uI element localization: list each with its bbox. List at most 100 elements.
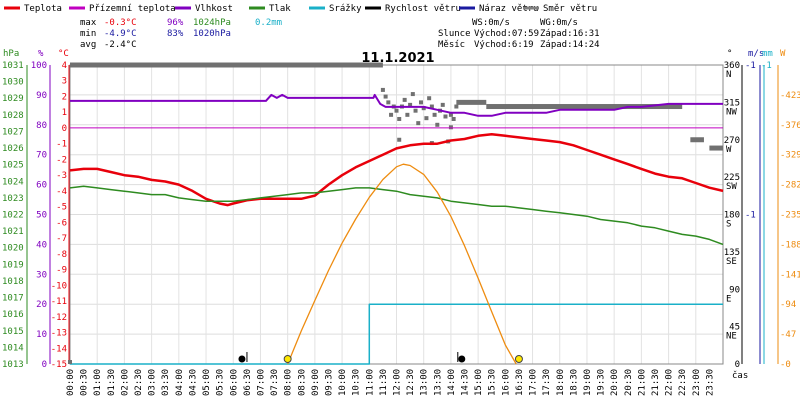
tick-label-direction: 0 bbox=[735, 360, 740, 370]
wind-direction-point bbox=[413, 108, 418, 113]
sun-set: Západ:16:31 bbox=[540, 29, 600, 39]
tick-label-time: 09:00 bbox=[311, 369, 321, 396]
tick-label-solar: -188 bbox=[780, 240, 800, 250]
tick-label-time: 18:00 bbox=[556, 369, 566, 396]
wind-direction-point bbox=[383, 94, 388, 99]
tick-label-time: 20:00 bbox=[610, 369, 620, 396]
wind-direction-point bbox=[427, 96, 432, 101]
tick-label-direction-name: NE bbox=[726, 332, 737, 342]
tick-label-time: 20:30 bbox=[624, 369, 634, 396]
stats-max-press: 1024hPa bbox=[193, 18, 231, 28]
unit-solar: W bbox=[780, 49, 786, 59]
tick-label-time: 04:00 bbox=[175, 369, 185, 396]
sun-set-marker bbox=[514, 355, 523, 363]
tick-label-direction: 180 bbox=[724, 211, 740, 221]
plot-area bbox=[68, 62, 724, 365]
wind-direction-point bbox=[448, 112, 453, 117]
wind-direction-bar bbox=[456, 99, 487, 105]
tick-label-pressure: 1023 bbox=[2, 194, 24, 204]
wind-direction-point bbox=[397, 116, 402, 121]
tick-label-pressure: 1013 bbox=[2, 360, 24, 370]
chart-title: 11.1.2021 bbox=[361, 51, 434, 66]
wind-direction-point bbox=[418, 100, 423, 105]
tick-label-time: 08:30 bbox=[297, 369, 307, 396]
tick-label-temperature: -1 bbox=[56, 140, 67, 150]
tick-label-temperature: -8 bbox=[56, 250, 67, 260]
wind-direction-point bbox=[389, 112, 394, 117]
tick-label-humidity: 0 bbox=[42, 360, 47, 370]
tick-label-time: 12:00 bbox=[393, 369, 403, 396]
wind-direction-point bbox=[397, 137, 402, 142]
wind-direction-point bbox=[443, 114, 448, 119]
stats-max-label: max bbox=[80, 18, 97, 28]
wind-direction-point bbox=[402, 97, 407, 102]
stats-min-press: 1020hPa bbox=[193, 29, 231, 39]
tick-label-time: 01:00 bbox=[93, 369, 103, 396]
wind-direction-bar bbox=[709, 145, 723, 151]
tick-label-time: 21:00 bbox=[637, 369, 647, 396]
tick-label-time: 14:00 bbox=[447, 369, 457, 396]
tick-label-solar: -423 bbox=[780, 91, 800, 101]
tick-label-temperature: 3 bbox=[62, 77, 67, 87]
tick-label-solar: -94 bbox=[780, 300, 796, 310]
tick-label-solar: -141 bbox=[780, 270, 800, 280]
tick-label-time: 07:30 bbox=[270, 369, 280, 396]
stats-avg-temp: -2.4°C bbox=[104, 40, 137, 50]
legend-label: Teplota bbox=[24, 4, 62, 14]
tick-label-pressure: 1017 bbox=[2, 294, 24, 304]
legend-label: Směr větru bbox=[543, 4, 597, 14]
stats-min-temp: -4.9°C bbox=[104, 29, 137, 39]
wind-direction-point bbox=[440, 102, 445, 107]
tick-label-temperature: -13 bbox=[51, 329, 67, 339]
tick-label-solar: -329 bbox=[780, 151, 800, 161]
tick-label-time: 13:00 bbox=[420, 369, 430, 396]
tick-label-temperature: -11 bbox=[51, 297, 67, 307]
tick-label-temperature: -5 bbox=[56, 203, 67, 213]
wind-direction-point bbox=[405, 112, 410, 117]
tick-label-temperature: -14 bbox=[51, 344, 67, 354]
tick-label-solar: -47 bbox=[780, 330, 796, 340]
tick-label-time: 17:00 bbox=[529, 369, 539, 396]
tick-label-time: 19:00 bbox=[583, 369, 593, 396]
tick-label-time: 05:00 bbox=[202, 369, 212, 396]
tick-label-time: 01:30 bbox=[107, 369, 117, 396]
tick-label-temperature: -12 bbox=[51, 313, 67, 323]
tick-label-time: 05:30 bbox=[216, 369, 226, 396]
axis-unit-labels: hPa % °C ° m/s mm W čas bbox=[3, 49, 786, 381]
tick-label-pressure: 1031 bbox=[2, 61, 24, 71]
tick-label-time: 16:00 bbox=[501, 369, 511, 396]
tick-label-temperature: 0 bbox=[62, 124, 67, 134]
stats-min-hum: 83% bbox=[167, 29, 184, 39]
tick-label-time: 03:00 bbox=[148, 369, 158, 396]
series-line-srážky bbox=[70, 303, 723, 365]
wind-direction-point bbox=[429, 104, 434, 109]
stats-avg-label: avg bbox=[80, 40, 96, 50]
tick-label-time: 19:30 bbox=[597, 369, 607, 396]
tick-label-temperature: 1 bbox=[62, 108, 67, 118]
tick-label-direction-name: NW bbox=[726, 107, 737, 117]
unit-degc: °C bbox=[58, 49, 69, 59]
tick-label-time: 07:00 bbox=[256, 369, 266, 396]
tick-label-speed: -1 bbox=[745, 61, 756, 71]
legend-label: Srážky bbox=[329, 4, 362, 14]
tick-label-temperature: -4 bbox=[56, 187, 67, 197]
wind-direction-point bbox=[454, 104, 459, 109]
tick-label-humidity: 50 bbox=[36, 211, 47, 221]
unit-hpa: hPa bbox=[3, 49, 19, 59]
tick-label-pressure: 1020 bbox=[2, 244, 24, 254]
tick-label-solar: -0 bbox=[780, 360, 791, 370]
tick-label-pressure: 1018 bbox=[2, 277, 24, 287]
wind-direction-point bbox=[432, 112, 437, 117]
tick-label-time: 00:30 bbox=[80, 369, 90, 396]
tick-label-temperature: -9 bbox=[56, 266, 67, 276]
wind-direction-point bbox=[435, 122, 440, 127]
tick-label-time: 13:30 bbox=[433, 369, 443, 396]
legend-label: Přízemní teplota bbox=[89, 4, 176, 14]
tick-label-pressure: 1026 bbox=[2, 144, 24, 154]
tick-label-pressure: 1022 bbox=[2, 211, 24, 221]
tick-label-solar: -376 bbox=[780, 121, 800, 131]
unit-pct: % bbox=[38, 49, 44, 59]
tick-label-time: 03:30 bbox=[161, 369, 171, 396]
sun-rise-marker bbox=[283, 355, 292, 363]
series-line-vlhkost bbox=[70, 93, 723, 117]
